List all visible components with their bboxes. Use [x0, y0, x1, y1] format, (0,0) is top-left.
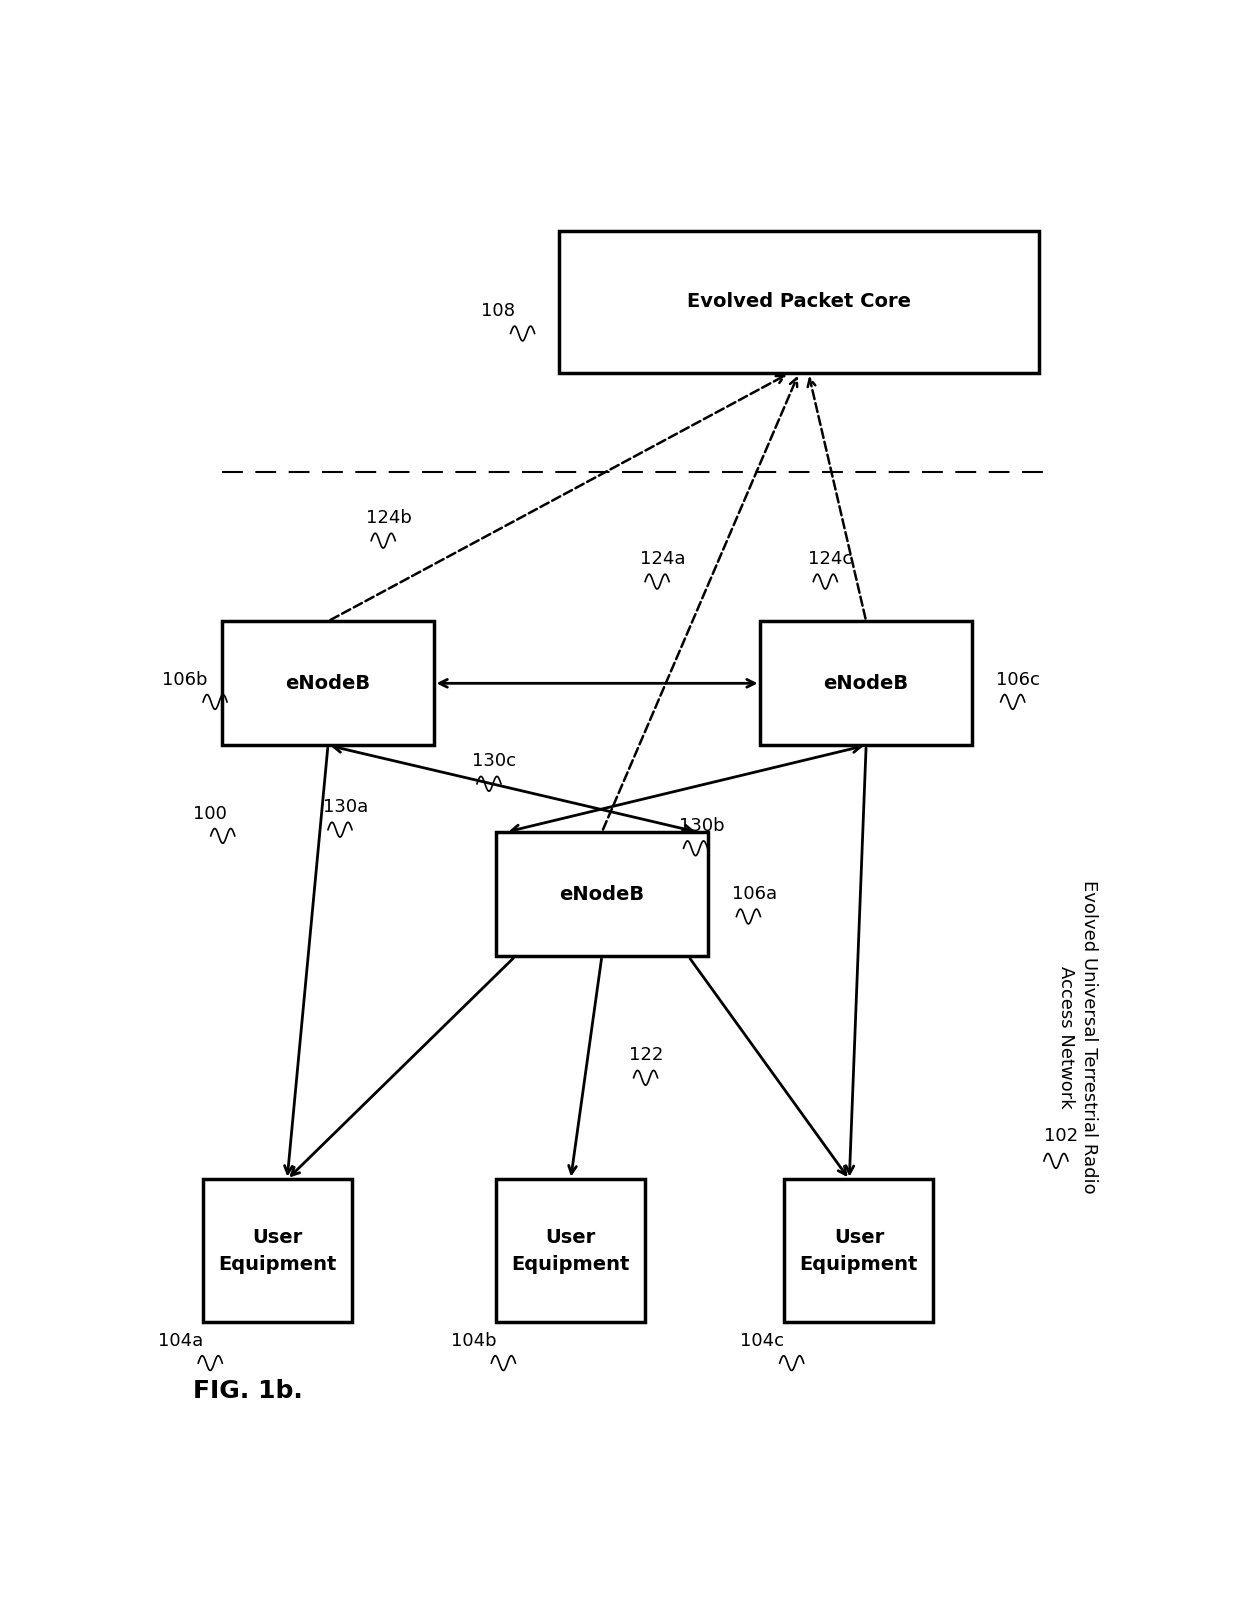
Bar [760, 622, 972, 746]
Text: 102: 102 [1044, 1128, 1078, 1145]
Text: eNodeB: eNodeB [285, 673, 371, 693]
Text: 124a: 124a [640, 551, 686, 569]
Text: 124c: 124c [808, 551, 853, 569]
Bar [496, 833, 708, 957]
Text: 108: 108 [481, 303, 516, 321]
Text: User
Equipment: User Equipment [218, 1228, 337, 1274]
Text: 130a: 130a [324, 799, 368, 817]
Text: 106c: 106c [996, 670, 1040, 688]
Text: 104b: 104b [450, 1332, 496, 1350]
Text: eNodeB: eNodeB [559, 884, 645, 904]
Text: 122: 122 [629, 1047, 663, 1065]
Bar [222, 622, 434, 746]
Text: 130c: 130c [472, 752, 516, 770]
Text: eNodeB: eNodeB [823, 673, 909, 693]
Text: 106a: 106a [732, 884, 776, 904]
Text: 104a: 104a [157, 1332, 203, 1350]
Bar [558, 230, 1039, 374]
Text: 124b: 124b [367, 509, 412, 527]
Text: User
Equipment: User Equipment [800, 1228, 918, 1274]
Text: Evolved Universal Terrestrial Radio
Access Network: Evolved Universal Terrestrial Radio Acce… [1056, 880, 1099, 1194]
Text: 106b: 106b [162, 670, 208, 688]
Text: 104c: 104c [740, 1332, 785, 1350]
Text: FIG. 1b.: FIG. 1b. [193, 1379, 304, 1403]
Bar [496, 1179, 645, 1323]
Text: Evolved Packet Core: Evolved Packet Core [687, 292, 911, 311]
Bar [203, 1179, 352, 1323]
Text: User
Equipment: User Equipment [511, 1228, 630, 1274]
Text: 130b: 130b [678, 817, 724, 834]
Bar [785, 1179, 934, 1323]
Text: 100: 100 [193, 804, 227, 823]
